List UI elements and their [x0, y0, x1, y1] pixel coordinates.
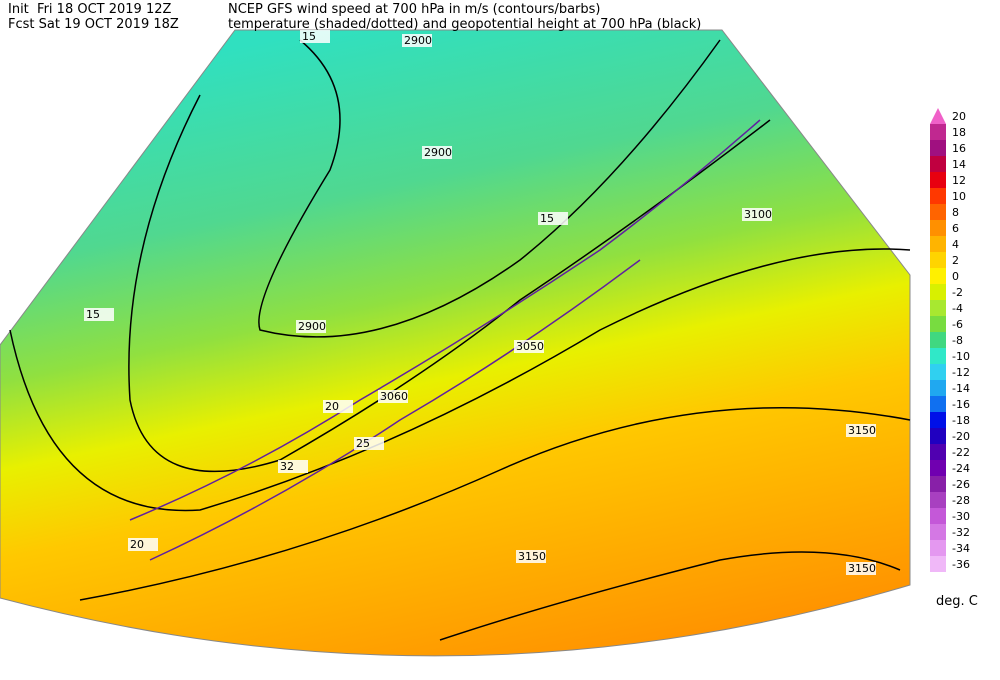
title-line: temperature (shaded/dotted) and geopoten…: [228, 17, 702, 32]
colorbar-label: -4: [952, 302, 963, 315]
contour-label-bg: [402, 34, 432, 47]
colorbar-label: -6: [952, 318, 963, 331]
contour-label-bg: [128, 538, 158, 551]
colorbar-swatch: [930, 236, 946, 252]
colorbar-label: -34: [952, 542, 970, 555]
contour-label-bg: [742, 208, 772, 221]
colorbar-label: -28: [952, 494, 970, 507]
height-contours: [9, 39, 911, 641]
wind-contours: [129, 119, 761, 561]
colorbar-label: -16: [952, 398, 970, 411]
colorbar-swatch: [930, 188, 946, 204]
contour-label: 2900: [298, 320, 326, 333]
contour-label-bg: [354, 437, 384, 450]
colorbar-swatch: [930, 172, 946, 188]
colorbar-label: -24: [952, 462, 970, 475]
colorbar-swatch: [930, 220, 946, 236]
contour-label-bg: [323, 400, 353, 413]
contour-label: 3100: [744, 208, 772, 221]
colorbar-label: -36: [952, 558, 970, 571]
colorbar-label: 2: [952, 254, 959, 267]
colorbar-swatch: [930, 332, 946, 348]
contour-label: 3050: [516, 340, 544, 353]
colorbar-swatch: [930, 476, 946, 492]
colorbar-label: -10: [952, 350, 970, 363]
title-line: NCEP GFS wind speed at 700 hPa in m/s (c…: [228, 2, 601, 17]
colorbar-label: -20: [952, 430, 970, 443]
contour-label-bg: [84, 308, 114, 321]
contour-label: 15: [302, 30, 316, 43]
colorbar-swatch: [930, 316, 946, 332]
colorbar-label: -26: [952, 478, 970, 491]
colorbar-swatch: [930, 508, 946, 524]
colorbar-swatch: [930, 268, 946, 284]
contour-label: 3060: [380, 390, 408, 403]
colorbar-swatch: [930, 380, 946, 396]
contour-label: 2900: [404, 34, 432, 47]
colorbar-label: 6: [952, 222, 959, 235]
colorbar-swatch: [930, 460, 946, 476]
colorbar-label: -30: [952, 510, 970, 523]
colorbar-swatch: [930, 284, 946, 300]
contour-label-bg: [516, 550, 546, 563]
colorbar-label: -18: [952, 414, 970, 427]
colorbar-swatch: [930, 140, 946, 156]
colorbar-label: 16: [952, 142, 966, 155]
contour-label-bg: [846, 424, 876, 437]
colorbar-swatch: [930, 524, 946, 540]
colorbar-label: 20: [952, 110, 966, 123]
colorbar-swatch: [930, 348, 946, 364]
colorbar-label: 18: [952, 126, 966, 139]
colorbar-label: -14: [952, 382, 970, 395]
legend-unit: deg. C: [936, 594, 978, 609]
contour-label-bg: [422, 146, 452, 159]
colorbar-label: 0: [952, 270, 959, 283]
colorbar-label: 8: [952, 206, 959, 219]
contour-label: 2900: [424, 146, 452, 159]
contour-label-bg: [538, 212, 568, 225]
contour-label: 20: [325, 400, 339, 413]
contour-label: 15: [540, 212, 554, 225]
colorbar-swatch: [930, 124, 946, 140]
colorbar-swatch: [930, 396, 946, 412]
colorbar-label: 10: [952, 190, 966, 203]
contour-label: 15: [86, 308, 100, 321]
contour-label-bg: [378, 390, 408, 403]
colorbar-label: -8: [952, 334, 963, 347]
contour-label: 3150: [848, 424, 876, 437]
colorbar-swatch: [930, 444, 946, 460]
contour-label-bg: [846, 562, 876, 575]
colorbar-swatch: [930, 252, 946, 268]
colorbar-swatch: [930, 428, 946, 444]
colorbar-swatch: [930, 556, 946, 572]
colorbar-label: 4: [952, 238, 959, 251]
colorbar-label: 12: [952, 174, 966, 187]
forecast-time: Fcst Sat 19 OCT 2019 18Z: [8, 17, 179, 32]
contour-label: 32: [280, 460, 294, 473]
contour-label: 25: [356, 437, 370, 450]
colorbar-swatch: [930, 156, 946, 172]
colorbar-swatch: [930, 108, 946, 124]
colorbar-swatch: [930, 204, 946, 220]
contour-label: 3150: [848, 562, 876, 575]
colorbar-label: 14: [952, 158, 966, 171]
contour-label: 20: [130, 538, 144, 551]
init-time: Init Fri 18 OCT 2019 12Z: [8, 2, 172, 17]
contour-label-bg: [514, 340, 544, 353]
contour-label-bg: [296, 320, 326, 333]
colorbar-swatch: [930, 540, 946, 556]
colorbar-swatch: [930, 412, 946, 428]
contour-label-bg: [300, 30, 330, 43]
colorbar-label: -32: [952, 526, 970, 539]
contour-label-bg: [278, 460, 308, 473]
colorbar-label: -2: [952, 286, 963, 299]
contour-label: 3150: [518, 550, 546, 563]
colorbar-label: -22: [952, 446, 970, 459]
colorbar-swatch: [930, 300, 946, 316]
colorbar-swatch: [930, 492, 946, 508]
colorbar-swatch: [930, 364, 946, 380]
colorbar-label: -12: [952, 366, 970, 379]
